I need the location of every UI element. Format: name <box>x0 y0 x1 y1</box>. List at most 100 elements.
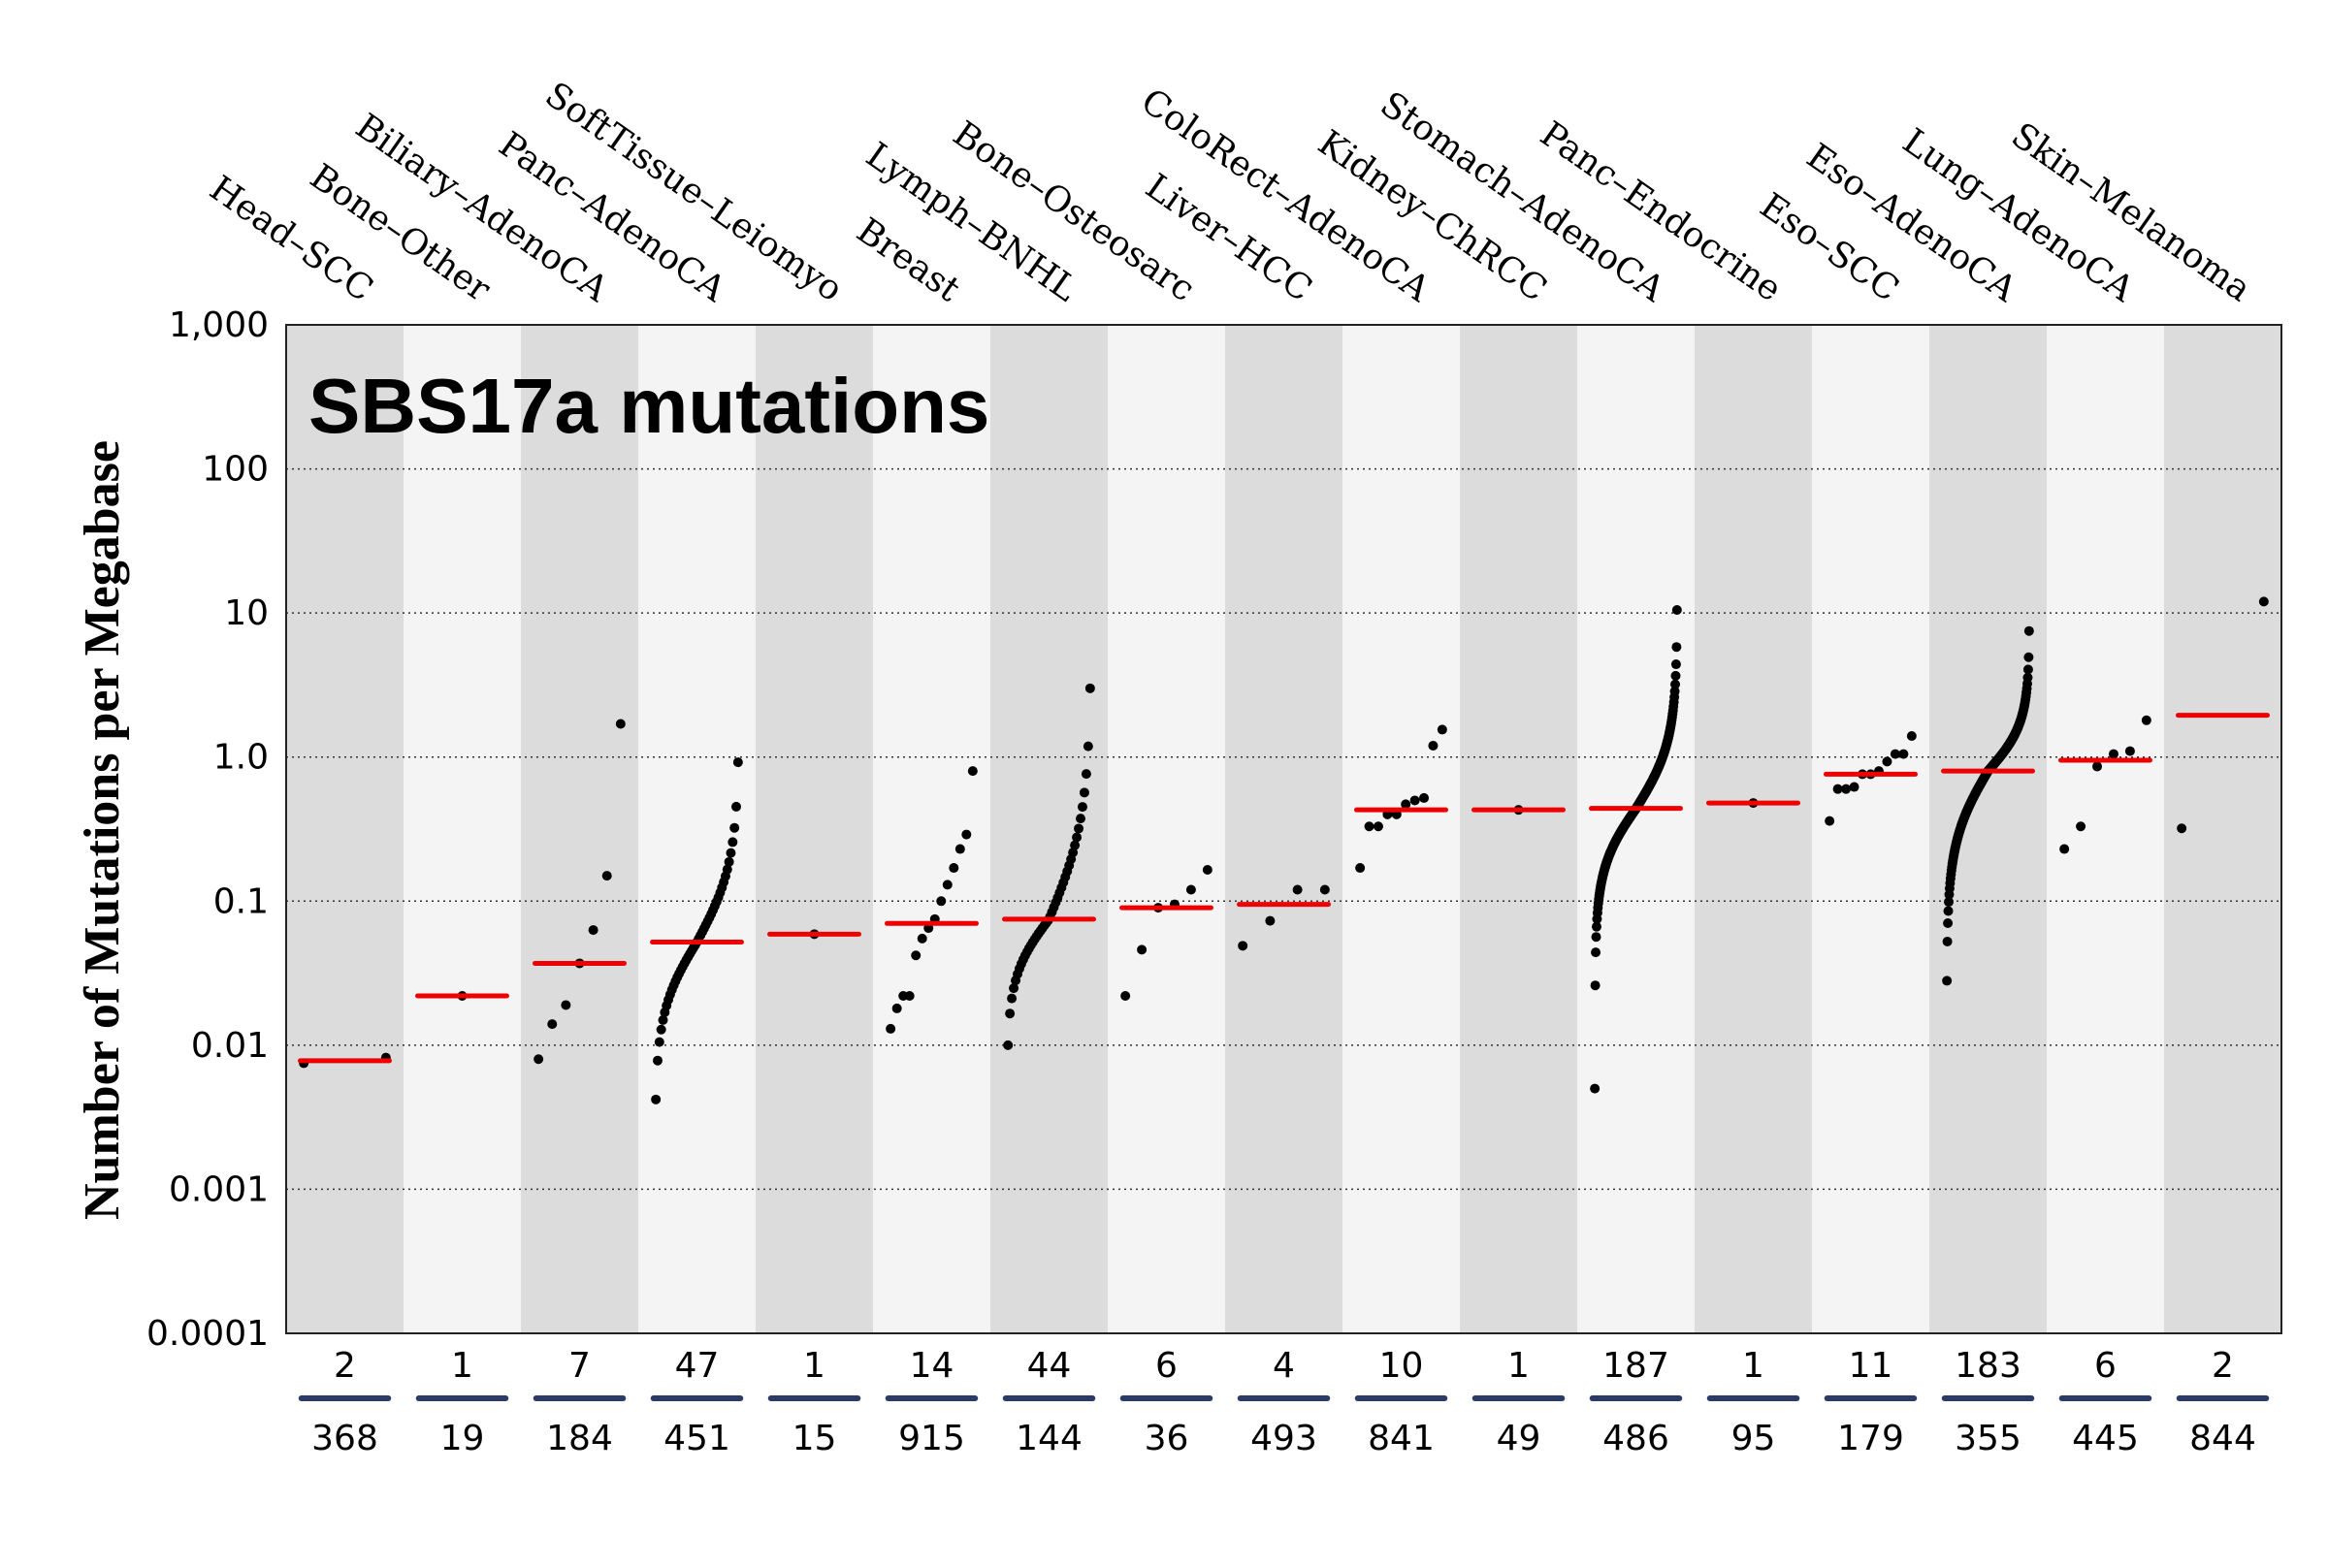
data-point <box>1849 782 1859 792</box>
data-point <box>1084 683 1095 693</box>
data-point <box>1409 795 1420 806</box>
count-with-signature: 4 <box>1273 1346 1295 1386</box>
data-point <box>911 950 922 961</box>
data-point <box>1944 897 1955 908</box>
group-band <box>521 325 639 1333</box>
data-point <box>534 1054 544 1065</box>
data-point <box>615 719 626 729</box>
count-total: 368 <box>311 1419 378 1458</box>
data-point <box>2124 746 2135 756</box>
data-point <box>904 990 915 1001</box>
data-point <box>1292 884 1303 895</box>
count-with-signature: 47 <box>675 1346 720 1386</box>
group-band <box>1460 325 1578 1333</box>
data-point <box>1591 921 1601 932</box>
count-total: 841 <box>1368 1419 1435 1458</box>
data-point <box>891 1003 902 1013</box>
data-point <box>652 1055 663 1066</box>
group-band <box>1929 325 2048 1333</box>
data-point <box>1072 832 1083 843</box>
data-point <box>561 1000 571 1010</box>
data-point <box>1083 741 1093 752</box>
group-band <box>990 325 1109 1333</box>
group-band <box>2047 325 2165 1333</box>
group-band <box>1695 325 1813 1333</box>
count-total: 49 <box>1497 1419 1541 1458</box>
data-point <box>1942 936 1953 946</box>
data-point <box>1841 784 1852 794</box>
count-with-signature: 187 <box>1602 1346 1669 1386</box>
data-point <box>1265 915 1276 926</box>
data-point <box>729 822 740 833</box>
data-point <box>1591 932 1601 943</box>
data-point <box>2108 749 2118 759</box>
count-with-signature: 6 <box>1155 1346 1178 1386</box>
data-point <box>1832 784 1843 794</box>
data-point <box>1419 792 1430 803</box>
data-point <box>1005 1008 1016 1019</box>
y-axis-label: Number of Mutations per Megabase <box>75 440 130 1220</box>
count-total: 144 <box>1016 1419 1083 1458</box>
data-point <box>967 766 978 777</box>
data-point <box>658 1014 668 1025</box>
count-total: 493 <box>1250 1419 1317 1458</box>
data-point <box>1007 993 1018 1004</box>
group-band <box>1108 325 1226 1333</box>
data-point <box>2059 844 2070 854</box>
count-total: 95 <box>1731 1419 1776 1458</box>
count-total: 451 <box>663 1419 730 1458</box>
count-with-signature: 1 <box>1742 1346 1764 1386</box>
data-point <box>651 1094 662 1104</box>
data-point <box>1079 787 1089 798</box>
data-point <box>1120 990 1131 1001</box>
count-total: 486 <box>1602 1419 1669 1458</box>
data-point <box>1428 740 1439 751</box>
count-total: 179 <box>1837 1419 1904 1458</box>
chart-title: SBS17a mutations <box>308 363 989 449</box>
data-point <box>2023 625 2034 636</box>
data-point <box>1185 884 1196 895</box>
count-with-signature: 2 <box>334 1346 356 1386</box>
group-band <box>1225 325 1343 1333</box>
count-total: 355 <box>1955 1419 2021 1458</box>
data-point <box>936 896 947 907</box>
data-point <box>1070 840 1081 850</box>
data-point <box>2076 821 2086 832</box>
category-labels: Head–SCCBone–OtherBiliary–AdenoCAPanc–Ad… <box>203 75 2258 310</box>
data-point <box>954 844 965 854</box>
data-point <box>1890 749 1900 759</box>
data-point <box>1077 802 1087 813</box>
data-point <box>2092 761 2103 772</box>
data-point <box>1898 749 1909 759</box>
group-band <box>756 325 874 1333</box>
y-tick-label: 100 <box>202 450 269 490</box>
count-with-signature: 1 <box>451 1346 473 1386</box>
data-point <box>2141 715 2151 725</box>
data-point <box>1137 944 1148 955</box>
data-point <box>547 1019 558 1030</box>
data-point <box>1238 941 1248 951</box>
data-point <box>1671 642 1682 653</box>
gridlines <box>286 467 2281 1191</box>
data-point <box>942 880 953 890</box>
data-point <box>1437 724 1447 735</box>
data-point <box>886 1023 896 1034</box>
data-point <box>1202 864 1212 875</box>
data-point <box>1319 884 1330 895</box>
data-point <box>917 933 927 944</box>
count-total: 915 <box>898 1419 965 1458</box>
data-point <box>2023 652 2034 662</box>
data-point <box>961 829 972 840</box>
group-band <box>1812 325 1930 1333</box>
count-with-signature: 6 <box>2094 1346 2117 1386</box>
data-point <box>1942 976 1953 986</box>
y-tick-label: 1.0 <box>213 738 269 778</box>
data-point <box>732 757 743 768</box>
data-point <box>728 837 738 848</box>
data-point <box>1401 799 1411 810</box>
data-point <box>1590 1083 1600 1094</box>
count-total: 844 <box>2189 1419 2256 1458</box>
count-total: 445 <box>2072 1419 2139 1458</box>
data-point <box>1882 756 1892 767</box>
sample-counts: 2 368 1 19 7 184 47 451 1 15 14 915 44 144 6 36 4 493 10 84… <box>298 1346 2270 1458</box>
